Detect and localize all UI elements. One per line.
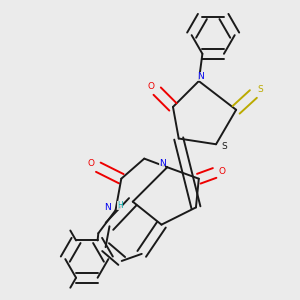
Text: S: S: [258, 85, 263, 94]
Text: N: N: [104, 203, 111, 212]
Text: N: N: [159, 159, 165, 168]
Text: O: O: [218, 167, 225, 176]
Text: N: N: [197, 72, 204, 81]
Text: H: H: [117, 201, 123, 210]
Text: O: O: [88, 159, 94, 168]
Text: O: O: [147, 82, 155, 91]
Text: S: S: [221, 142, 227, 151]
